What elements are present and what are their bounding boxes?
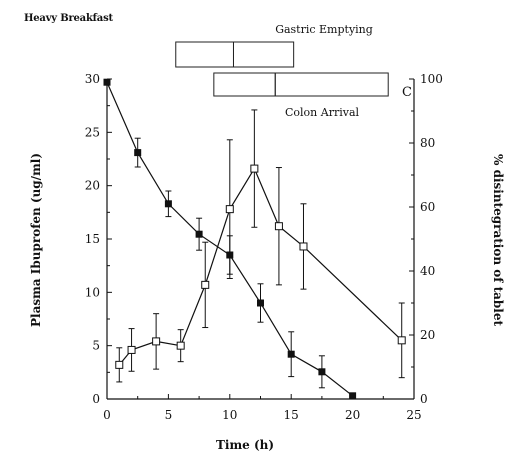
y-left-tick-label: 5 (92, 339, 100, 353)
annotation-label: Gastric Emptying (275, 23, 373, 36)
annotation-bar-segment (232, 41, 295, 68)
series-2 (115, 109, 406, 383)
data-point (318, 368, 326, 376)
y-left-tick-label: 10 (85, 285, 100, 299)
x-tick-label: 20 (345, 408, 360, 422)
x-tick-label: 5 (165, 408, 173, 422)
data-point (134, 149, 142, 157)
axes: 0 5 10 15 20 25 0 5 10 15 20 25 30 0 20 40 60 80 100 (85, 72, 443, 422)
x-tick-label: 15 (284, 408, 299, 422)
y-right-tick-label: 100 (420, 72, 443, 86)
data-point (201, 280, 210, 289)
axis-labels: Time (h) Plasma Ibuprofen (ug/ml) % disi… (29, 85, 505, 452)
x-tick-label: 25 (406, 408, 421, 422)
data-point (127, 345, 136, 354)
y-left-tick-label: 25 (85, 125, 100, 139)
annotation-label: Colon Arrival (285, 106, 360, 119)
data-point (164, 200, 172, 208)
data-point (299, 242, 308, 251)
annotation-bars: Gastric Emptying Colon Arrival (175, 23, 389, 119)
data-point (287, 350, 295, 358)
y-right-tick-label: 0 (420, 392, 428, 406)
data-point (115, 360, 124, 369)
data-point (397, 336, 406, 345)
y-right-tick-label: 20 (420, 328, 435, 342)
data-point (195, 230, 203, 238)
annotation-bar-segment (274, 72, 389, 97)
chart-title: Heavy Breakfast (24, 13, 113, 24)
data-point (250, 164, 259, 173)
annotation-bar-segment (175, 41, 234, 68)
y-right-tick-label: 60 (420, 200, 435, 214)
x-axis-label: Time (h) (216, 438, 274, 452)
x-tick-label: 10 (222, 408, 237, 422)
y-left-tick-label: 0 (92, 392, 100, 406)
data-point (349, 392, 357, 400)
data-point (225, 205, 234, 214)
y-axis-right-label: % disintegration of tablet (491, 154, 505, 326)
data-point (274, 222, 283, 231)
series-line (118, 167, 403, 366)
y-right-tick-label: 80 (420, 136, 435, 150)
series-layer (103, 78, 406, 400)
y-left-tick-label: 30 (85, 72, 100, 86)
y-axis-left-label: Plasma Ibuprofen (ug/ml) (29, 153, 43, 327)
panel-letter: C (402, 85, 412, 100)
y-left-tick-label: 15 (85, 232, 100, 246)
annotation-bar-segment (213, 72, 276, 97)
y-left-tick-label: 20 (85, 179, 100, 193)
x-tick-label: 0 (103, 408, 111, 422)
data-point (103, 78, 111, 86)
y-right-tick-label: 40 (420, 264, 435, 278)
data-point (176, 341, 185, 350)
data-point (257, 299, 264, 307)
data-point (152, 337, 161, 346)
